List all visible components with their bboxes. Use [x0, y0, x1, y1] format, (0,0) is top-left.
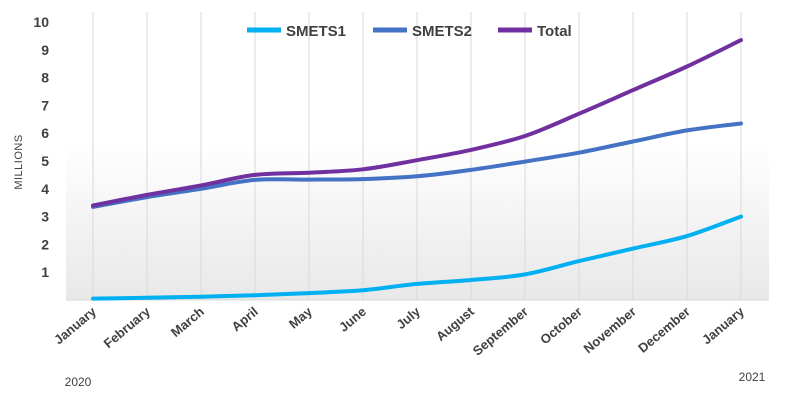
gridlines	[66, 12, 769, 301]
series-line-total	[91, 38, 743, 208]
y-tick-label: 3	[41, 209, 49, 225]
y-tick-label: 5	[41, 153, 49, 169]
x-tick-label: January	[699, 303, 747, 347]
y-axis-title: MILLIONS	[13, 134, 25, 189]
x-tick-label: November	[581, 304, 639, 356]
x-tick-label: September	[470, 304, 531, 359]
x-tick-label: June	[336, 304, 369, 335]
end-year-label: 2021	[739, 370, 766, 384]
y-tick-label: 10	[33, 14, 49, 30]
legend: SMETS1 SMETS2 Total	[247, 23, 572, 40]
y-tick-label: 9	[41, 42, 49, 58]
x-tick-label: December	[635, 304, 693, 356]
y-tick-label: 2	[41, 236, 49, 252]
legend-label-smets1: SMETS1	[286, 23, 346, 40]
y-axis-ticks: 1 2 3 4 5 6 7 8 9 10	[33, 14, 49, 280]
x-tick-label: April	[229, 304, 261, 335]
legend-label-smets2: SMETS2	[412, 23, 472, 40]
legend-label-total: Total	[537, 23, 572, 40]
y-tick-label: 8	[41, 70, 49, 86]
x-tick-label: August	[433, 303, 477, 344]
y-tick-label: 4	[41, 181, 49, 197]
series-line-smets2	[91, 121, 743, 209]
x-tick-label: October	[537, 304, 585, 348]
y-tick-label: 1	[41, 264, 49, 280]
x-tick-label: May	[286, 303, 316, 331]
y-tick-label: 6	[41, 125, 49, 141]
x-tick-label: January	[51, 303, 99, 347]
x-tick-label: February	[101, 303, 154, 351]
x-axis-ticks: January February March April May June July Augu…	[51, 303, 747, 358]
y-tick-label: 7	[41, 97, 49, 113]
series-line-smets1	[91, 214, 743, 301]
x-tick-label: March	[168, 304, 207, 340]
series-lines	[91, 38, 743, 301]
x-tick-label: July	[393, 303, 423, 332]
start-year-label: 2020	[65, 375, 92, 389]
